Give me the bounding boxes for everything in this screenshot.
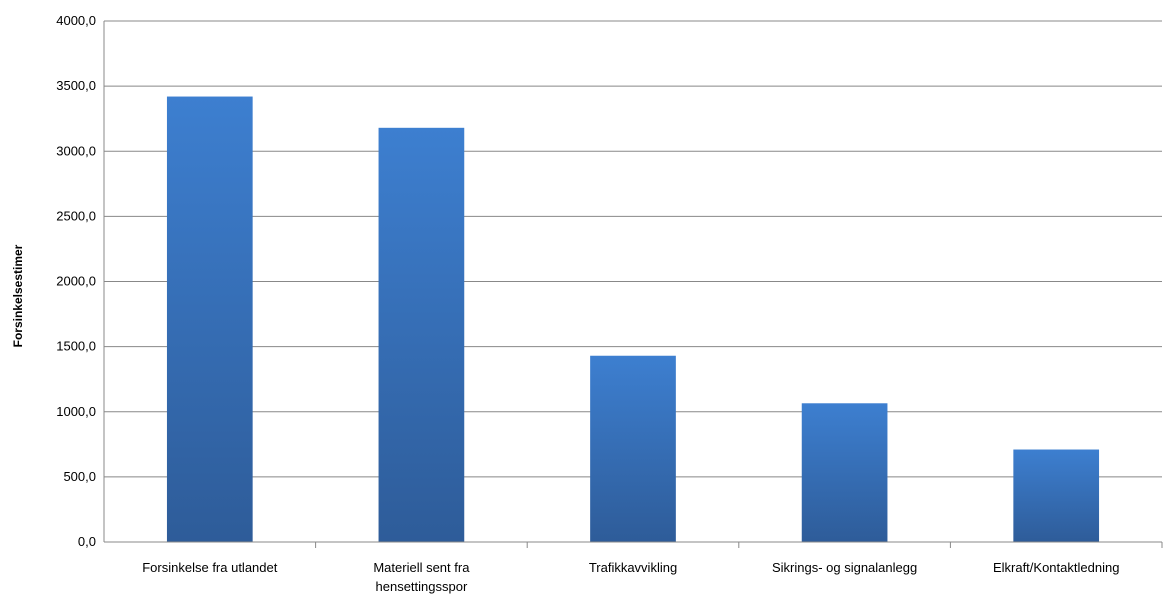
y-tick-label: 3500,0 — [56, 78, 96, 93]
y-tick-label: 3000,0 — [56, 143, 96, 158]
x-category-label-line: Elkraft/Kontaktledning — [993, 560, 1119, 575]
y-axis-title: Forsinkelsestimer — [11, 244, 25, 347]
x-category-label-line: Trafikkavvikling — [589, 560, 677, 575]
x-category-label: Materiell sent fra hensettingsspor — [373, 560, 470, 594]
x-category-label: Trafikkavvikling — [589, 560, 677, 575]
x-category-label: Forsinkelse fra utlandet — [142, 560, 278, 575]
y-tick-label: 2000,0 — [56, 274, 96, 289]
bar — [378, 127, 465, 543]
y-tick-label: 500,0 — [63, 469, 96, 484]
y-tick-label: 1000,0 — [56, 404, 96, 419]
y-tick-label: 2500,0 — [56, 208, 96, 223]
x-category-label-line: Materiell sent fra — [373, 560, 470, 575]
y-tick-labels: 0,0 500,0 1000,0 1500,0 2000,0 2500,0 3000,0 35… — [56, 13, 96, 549]
bar — [801, 403, 888, 542]
y-tick-label: 1500,0 — [56, 339, 96, 354]
bar — [166, 96, 253, 543]
x-category-label-line: hensettingsspor — [376, 579, 468, 594]
bars — [166, 96, 1100, 543]
bar — [1013, 449, 1100, 542]
y-tick-label: 4000,0 — [56, 13, 96, 28]
axes — [103, 21, 1163, 548]
x-category-label: Sikrings- og signalanlegg — [772, 560, 917, 575]
x-category-label-line: Sikrings- og signalanlegg — [772, 560, 917, 575]
x-category-label-line: Forsinkelse fra utlandet — [142, 560, 278, 575]
x-category-labels: Forsinkelse fra utlandet Materiell sent f… — [142, 560, 1119, 594]
y-tick-label: 0,0 — [78, 534, 96, 549]
bar — [590, 355, 676, 542]
gridlines — [104, 20, 1162, 478]
x-category-label: Elkraft/Kontaktledning — [993, 560, 1119, 575]
